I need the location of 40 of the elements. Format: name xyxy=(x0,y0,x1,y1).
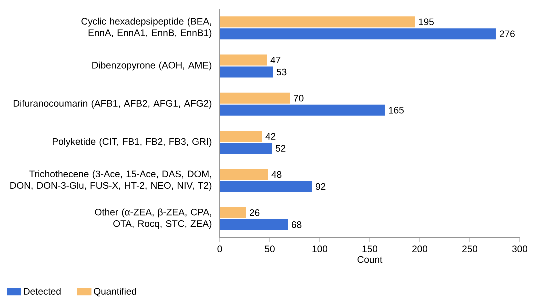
y-tick-label: Other (α-ZEA, β-ZEA, CPA, OTA, Rocq, STC, ZEA) xyxy=(95,208,212,230)
data-label: 26 xyxy=(250,210,260,216)
data-label: 68 xyxy=(292,222,302,228)
data-label: 195 xyxy=(419,18,434,26)
bar xyxy=(220,66,273,78)
data-label: 165 xyxy=(389,107,404,114)
legend-label: Detected xyxy=(24,288,61,295)
bar xyxy=(220,28,496,40)
data-label: 53 xyxy=(276,68,287,76)
data-label: 276 xyxy=(500,30,515,38)
y-tick-label: Cyclic hexadepsipeptide (BEA, EnnA, EnnA1, EnnB, EnnB1) xyxy=(82,18,212,38)
data-label: 92 xyxy=(316,183,326,190)
x-tick-label: 250 xyxy=(462,246,478,253)
x-tick-label: 150 xyxy=(362,246,378,253)
x-tick-label: 300 xyxy=(512,246,528,253)
x-tick-label: 100 xyxy=(312,246,328,253)
bar xyxy=(220,16,415,28)
bar xyxy=(220,207,246,218)
bar xyxy=(220,54,267,66)
x-axis-title: Count xyxy=(358,256,383,264)
bar xyxy=(220,104,385,116)
data-label: 48 xyxy=(272,171,282,178)
x-tick-label: 200 xyxy=(412,246,428,253)
data-label: 47 xyxy=(270,56,281,64)
y-tick-label: Trichothecene (3-Ace, 15-Ace, DAS, DOM, DON, DON-3-Glu, FUS-X, HT-2, NEO, NIV, T2) xyxy=(10,170,212,191)
bar xyxy=(220,181,312,192)
bar xyxy=(220,169,268,180)
y-tick-label: Polyketide (CIT, FB1, FB2, FB3, GRI) xyxy=(53,138,212,148)
bar xyxy=(220,219,288,230)
x-tick-label: 50 xyxy=(265,246,275,253)
y-tick-label: Dibenzopyrone (AOH, AME) xyxy=(92,62,212,71)
legend-label: Quantified xyxy=(94,288,136,297)
data-label: 70 xyxy=(294,95,304,102)
bar xyxy=(220,143,272,154)
y-tick-label: Difuranocoumarin (AFB1, AFB2, AFG1, AFG2) xyxy=(14,100,212,109)
data-label: 52 xyxy=(276,145,286,152)
data-label: 42 xyxy=(266,133,276,140)
bar xyxy=(220,131,262,142)
bar xyxy=(220,92,290,104)
x-tick-label: 0 xyxy=(218,246,222,253)
